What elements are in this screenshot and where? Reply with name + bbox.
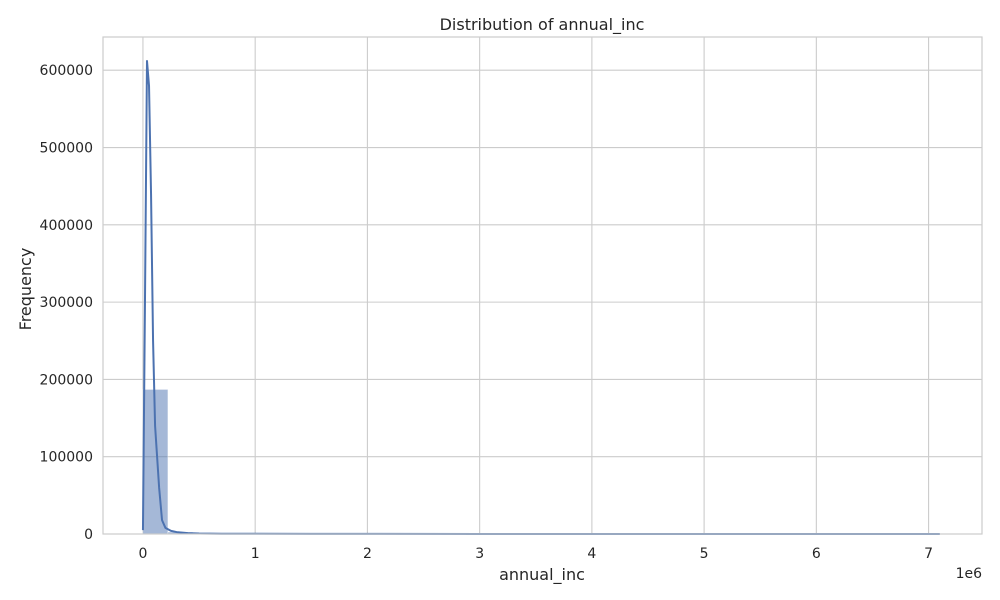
x-tick-label: 6 bbox=[812, 546, 821, 562]
y-tick-label: 500000 bbox=[40, 141, 93, 157]
x-axis-label: annual_inc bbox=[499, 565, 585, 585]
kde-curve bbox=[141, 59, 940, 535]
y-tick-label: 0 bbox=[84, 527, 93, 543]
x-axis-offset-text: 1e6 bbox=[956, 566, 983, 582]
x-tick-label: 7 bbox=[924, 546, 933, 562]
x-tick-label: 4 bbox=[587, 546, 596, 562]
x-axis-ticks: 0 1 2 3 4 5 6 7 bbox=[138, 546, 933, 562]
y-tick-label: 200000 bbox=[40, 372, 93, 388]
x-tick-label: 5 bbox=[700, 546, 709, 562]
x-tick-label: 2 bbox=[363, 546, 372, 562]
chart-title: Distribution of annual_inc bbox=[440, 15, 645, 35]
x-tick-label: 0 bbox=[138, 546, 147, 562]
y-tick-label: 600000 bbox=[40, 63, 93, 79]
y-tick-label: 100000 bbox=[40, 450, 93, 466]
y-axis-label: Frequency bbox=[16, 248, 35, 331]
y-axis-ticks: 0 100000 200000 300000 400000 500000 600000 bbox=[40, 63, 93, 543]
y-tick-label: 300000 bbox=[40, 295, 93, 311]
kde-line bbox=[141, 59, 940, 535]
grid bbox=[103, 37, 982, 535]
histogram-bars bbox=[142, 389, 942, 535]
x-tick-label: 1 bbox=[251, 546, 260, 562]
plot-frame bbox=[102, 36, 983, 535]
y-tick-label: 400000 bbox=[40, 218, 93, 234]
x-tick-label: 3 bbox=[475, 546, 484, 562]
